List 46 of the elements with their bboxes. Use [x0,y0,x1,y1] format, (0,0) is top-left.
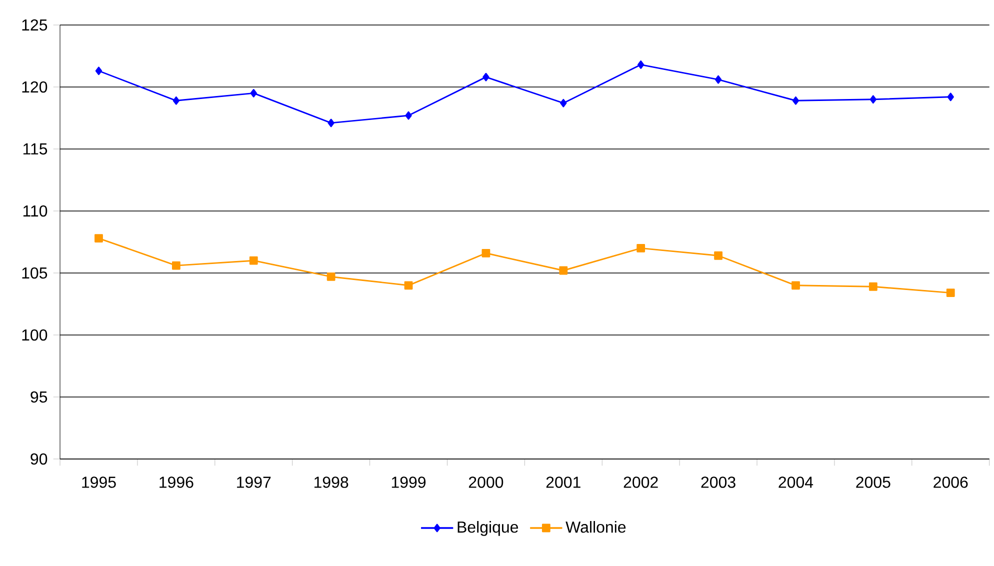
x-tick-label: 2000 [468,476,504,488]
y-tick-label: 125 [22,19,48,31]
y-tick-label: 105 [22,267,48,279]
y-tick-label: 120 [22,81,48,93]
point [870,95,877,104]
y-tick-label: 110 [23,205,48,217]
x-tick-label: 2005 [856,476,890,488]
point [405,111,412,120]
y-tick-label: 115 [23,143,48,155]
point [559,266,568,275]
x-tick-label: 1996 [160,476,194,488]
y-tick-label: 90 [30,453,48,465]
point [94,234,103,242]
x-tick-label: 1998 [314,476,348,488]
point [792,281,800,290]
point [172,96,180,105]
point [250,88,257,98]
legend-label: Belgique [458,521,518,536]
point [95,66,102,76]
point [326,272,336,281]
x-tick-label: 1995 [82,476,116,488]
point [638,60,644,69]
point [482,248,490,258]
x-tick-label: 2004 [778,476,814,488]
point [249,256,258,265]
x-tick-label: 1999 [392,476,426,488]
x-tick-label: 2003 [701,476,736,488]
point [946,288,955,298]
point [560,98,567,108]
y-tick-label: 100 [22,329,48,341]
point [482,72,490,82]
point [328,118,334,128]
x-tick-label: 2002 [624,476,658,488]
x-tick-label: 2006 [934,476,968,488]
point [868,282,878,291]
point [636,244,646,252]
x-tick-label: 2001 [546,476,580,488]
point [714,75,722,84]
point [404,281,413,290]
point [172,261,180,270]
point [792,96,800,105]
x-tick-label: 1997 [237,476,271,488]
point [947,92,954,102]
legend-label: Wallonie [566,521,626,533]
point [714,251,722,260]
y-tick-label: 95 [30,391,48,403]
